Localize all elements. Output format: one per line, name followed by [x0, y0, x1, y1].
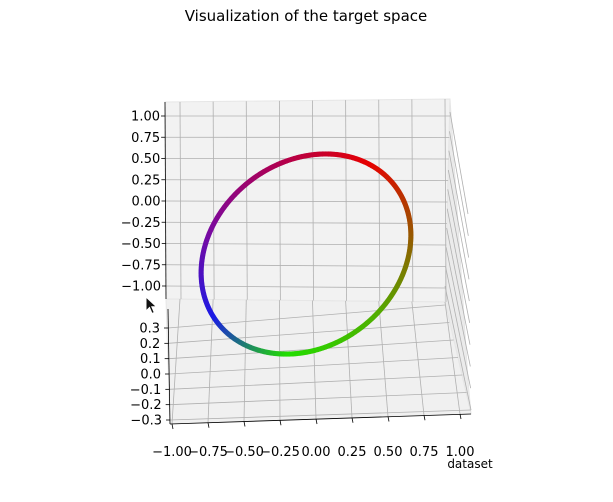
- z-gridline-floor: [167, 304, 446, 329]
- right-wall-gridline: [445, 266, 472, 389]
- x-gridline-floor: [171, 298, 181, 425]
- x-tick-mark: [351, 417, 354, 423]
- mouse-cursor-icon: [145, 296, 158, 315]
- x-tick-label: −0.75: [188, 445, 228, 460]
- x-gridline-floor: [312, 300, 317, 420]
- z-tick-label: 0.0: [140, 368, 161, 383]
- y-tick-label: 0.25: [131, 173, 160, 188]
- y-tick-label: −0.75: [121, 258, 161, 273]
- x-gridline-back: [278, 100, 281, 301]
- x-tick-label: 1.00: [446, 445, 475, 460]
- y-tick-label: 0.75: [131, 131, 160, 146]
- z-gridline-floor: [168, 357, 459, 375]
- x-tick-mark: [387, 416, 390, 422]
- x-tick-label: 0.00: [302, 445, 331, 460]
- x-gridline-floor: [378, 301, 389, 417]
- x-tick-label: −1.00: [152, 445, 192, 460]
- x-gridline-back: [378, 99, 381, 302]
- x-gridline-floor: [444, 301, 461, 415]
- z-gridline-floor: [168, 322, 450, 344]
- x-gridline-back: [345, 100, 348, 301]
- x-tick-label: 0.75: [410, 445, 439, 460]
- z-tick-label: 0.1: [140, 352, 161, 367]
- x-gridline-back: [312, 100, 314, 301]
- z-gridline-floor: [169, 409, 472, 421]
- x-tick-label: −0.50: [224, 445, 264, 460]
- right-wall-gridline: [449, 131, 469, 236]
- z-tick-label: −0.1: [130, 383, 162, 398]
- x-gridline-floor: [278, 300, 281, 421]
- x-tick-mark: [207, 422, 210, 428]
- x-tick-mark: [171, 423, 174, 430]
- y-tick-label: −0.50: [121, 237, 161, 252]
- right-wall-gridline: [446, 208, 471, 323]
- y-gridline: [165, 158, 449, 160]
- x-tick-mark: [459, 413, 462, 420]
- z-tick-label: −0.3: [130, 414, 162, 429]
- x-tick-mark: [315, 418, 318, 425]
- x-gridline-floor: [411, 301, 425, 416]
- x-gridline-back: [179, 101, 182, 300]
- data-point: [365, 161, 371, 167]
- y-tick-label: 1.00: [131, 110, 160, 125]
- y-tick-label: −0.25: [121, 216, 161, 231]
- x-gridline-back: [411, 99, 414, 302]
- z-tick-label: −0.2: [130, 398, 162, 413]
- z-ticks: 0.30.20.10.0−0.1−0.2−0.3: [130, 322, 170, 429]
- data-ring: [198, 151, 414, 357]
- right-wall-gridline: [447, 169, 470, 280]
- x-gridline-back: [212, 101, 215, 300]
- y-gridline: [165, 264, 446, 267]
- right-wall-gridline: [448, 150, 470, 258]
- right-wall-gridline: [446, 227, 471, 345]
- x-gridline-floor: [243, 299, 247, 422]
- x-tick-label: −0.25: [260, 445, 300, 460]
- y-gridline: [165, 243, 447, 246]
- y-gridline: [165, 179, 449, 181]
- x-tick-mark: [279, 420, 282, 426]
- z-tick-label: 0.3: [139, 322, 160, 337]
- chart-title: Visualization of the target space: [185, 7, 428, 25]
- right-wall-gridline: [447, 189, 470, 302]
- y-gridline: [165, 200, 448, 203]
- y-tick-label: 0.00: [132, 195, 161, 210]
- x-tick-label: 0.25: [338, 445, 367, 460]
- y-axis-line: [164, 101, 167, 300]
- x-axis-label: dataset: [447, 457, 493, 471]
- right-wall-gridline: [445, 247, 471, 367]
- back-pane: [164, 98, 451, 303]
- axes-panes: [164, 98, 472, 425]
- x-gridline-floor: [207, 299, 214, 423]
- y-tick-label: −1.00: [121, 280, 161, 295]
- z-gridline-floor: [169, 374, 463, 390]
- right-wall-gridline: [449, 111, 469, 215]
- y-ticks: 1.00 0.75 0.50 0.25 0.00 −0.25 −0.50 −0.75 −1.00: [121, 110, 166, 295]
- right-wall-gridline: [444, 285, 472, 411]
- y-tick-label: 0.50: [131, 152, 160, 167]
- x-tick-mark: [243, 421, 246, 427]
- x-ticks: −1.00−0.75−0.50−0.25 0.00 0.25 0.50 0.75 1.00: [152, 413, 475, 460]
- x-axis-line: [169, 413, 472, 425]
- x-tick-mark: [423, 415, 426, 421]
- x-gridline-back: [245, 101, 248, 300]
- z-gridline-floor: [169, 392, 467, 406]
- x-tick-label: 0.50: [374, 445, 403, 460]
- z-tick-label: 0.2: [140, 337, 161, 352]
- x-gridline-floor: [345, 300, 353, 418]
